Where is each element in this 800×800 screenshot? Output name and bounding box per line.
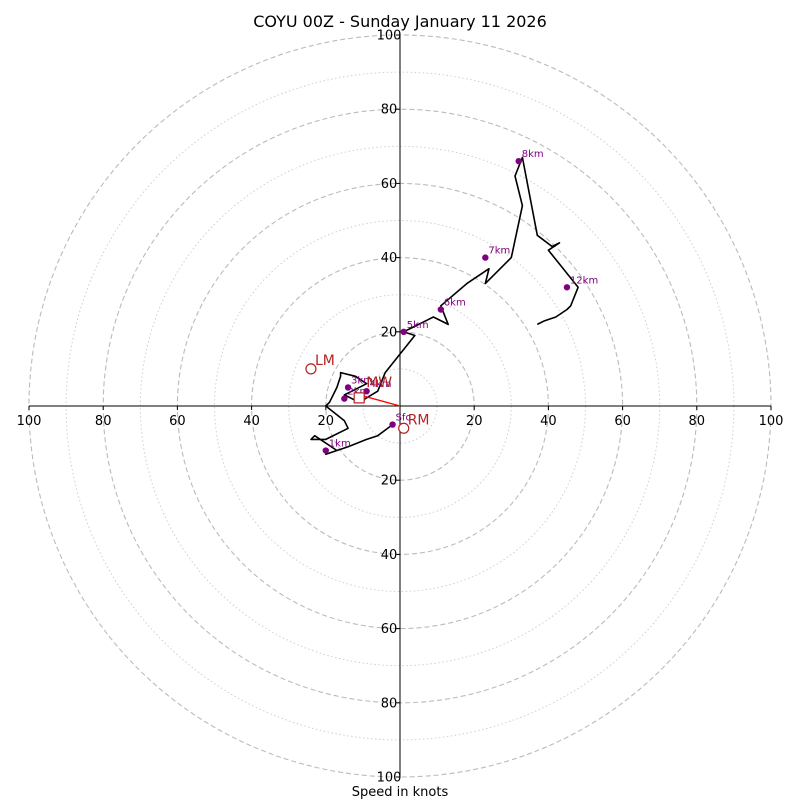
y-tick-label: 60 bbox=[381, 622, 398, 637]
y-tick-label: 20 bbox=[381, 474, 398, 489]
storm-motion-label: LM bbox=[315, 353, 335, 369]
storm-motion-marker bbox=[305, 363, 317, 375]
height-marker-dot bbox=[341, 395, 348, 402]
height-marker-label: 8km bbox=[522, 149, 544, 160]
y-tick-label: 100 bbox=[377, 771, 402, 786]
storm-motion-markers: LM RM MW bbox=[305, 353, 430, 434]
height-marker-dot bbox=[563, 284, 571, 291]
x-tick-label: 80 bbox=[689, 414, 706, 429]
x-tick-label: 20 bbox=[466, 414, 483, 429]
height-marker-label: 1km bbox=[329, 439, 351, 450]
hodograph-line bbox=[310, 156, 579, 456]
height-marker-label: 2km bbox=[347, 387, 369, 398]
x-tick-label: 100 bbox=[17, 414, 42, 429]
x-tick-label: 20 bbox=[318, 414, 335, 429]
height-marker-dot bbox=[389, 421, 396, 428]
height-marker-label: 12km bbox=[570, 275, 598, 286]
y-tick-label: 80 bbox=[381, 103, 398, 118]
height-marker-label: 6km bbox=[444, 298, 466, 309]
height-marker-dot bbox=[482, 254, 489, 261]
y-tick-label: 80 bbox=[381, 696, 398, 711]
mean-wind-label: MW bbox=[366, 375, 392, 391]
height-marker-dot bbox=[400, 328, 407, 335]
height-marker-label: 7km bbox=[488, 246, 510, 257]
x-tick-label: 60 bbox=[614, 414, 631, 429]
y-tick-label: 60 bbox=[381, 177, 398, 192]
height-marker-dot bbox=[437, 306, 445, 313]
height-marker-label: 3km bbox=[351, 375, 373, 386]
height-marker-dot bbox=[322, 447, 329, 454]
x-axis-label: Speed in knots bbox=[352, 785, 449, 800]
tick-labels: 100 80 60 40 20 20 40 60 80 100 100 80 60 40 20 20 40 60 8… bbox=[17, 29, 784, 786]
x-tick-label: 60 bbox=[169, 414, 186, 429]
storm-motion-marker bbox=[398, 422, 410, 434]
height-marker-dot bbox=[363, 387, 370, 395]
y-tick-label: 40 bbox=[381, 548, 398, 563]
height-marker-dot bbox=[515, 157, 522, 165]
height-marker-label: 4km bbox=[370, 379, 392, 390]
x-tick-label: 100 bbox=[759, 414, 784, 429]
height-marker-label: 5km bbox=[407, 320, 429, 331]
height-marker-label: Sfc bbox=[396, 413, 411, 424]
x-tick-label: 40 bbox=[243, 414, 260, 429]
height-marker-dot bbox=[344, 384, 352, 391]
mean-wind-marker bbox=[353, 392, 365, 404]
x-tick-label: 40 bbox=[540, 414, 557, 429]
chart-title: COYU 00Z - Sunday January 11 2026 bbox=[253, 12, 547, 31]
y-tick-label: 20 bbox=[381, 325, 398, 340]
shear-vector-line bbox=[359, 394, 401, 407]
x-tick-label: 80 bbox=[95, 414, 112, 429]
y-tick-label: 40 bbox=[381, 251, 398, 266]
storm-motion-label: RM bbox=[408, 412, 430, 428]
y-tick-label: 100 bbox=[377, 29, 402, 44]
